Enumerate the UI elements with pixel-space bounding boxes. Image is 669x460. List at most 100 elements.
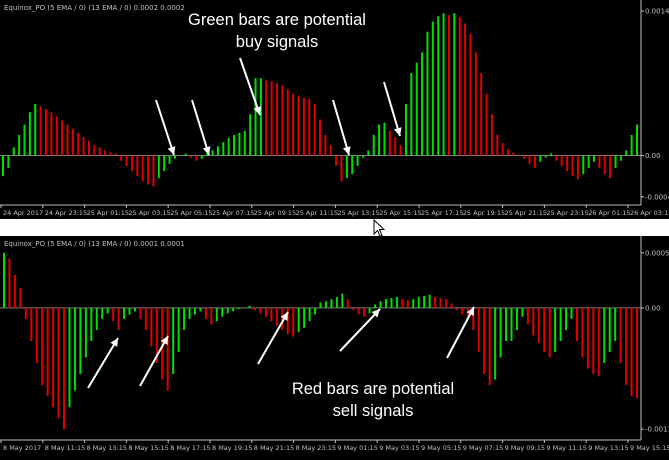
y-tick-label: 0.0014 <box>645 8 669 16</box>
histogram-bar <box>114 153 117 156</box>
histogram-bar <box>421 52 424 156</box>
histogram-bar <box>259 307 262 314</box>
y-tick-label: -0.0004 <box>645 193 669 201</box>
histogram-bar <box>565 307 568 330</box>
histogram-bar <box>57 307 60 419</box>
histogram-bar <box>30 307 33 341</box>
annotation-arrow <box>87 337 119 389</box>
histogram-bar <box>166 307 169 391</box>
indicator-label: Equinox_PO (5 EMA / 0) (13 EMA / 0) 0.00… <box>4 240 185 248</box>
histogram-bar <box>34 103 37 156</box>
histogram-bar <box>147 155 150 185</box>
histogram-bar <box>144 307 147 330</box>
histogram-bar <box>474 52 477 156</box>
histogram-bar <box>340 155 343 182</box>
histogram-bar <box>390 298 393 308</box>
x-tick-label: 25 Apr 23:15 <box>546 209 588 217</box>
histogram-bar <box>297 307 300 333</box>
histogram-bar <box>630 307 633 397</box>
x-tick-label: 8 May 17:15 <box>170 444 210 452</box>
histogram-bar <box>237 307 240 310</box>
histogram-bar <box>44 109 47 156</box>
histogram-bar <box>401 299 404 308</box>
histogram-bar <box>630 134 633 156</box>
annotation-text: Red bars are potential <box>292 380 454 398</box>
histogram-bar <box>46 307 49 397</box>
histogram-bar <box>211 150 214 156</box>
top-chart-panel: Equinox_PO (5 EMA / 0) (13 EMA / 0) 0.00… <box>0 0 669 219</box>
histogram-bar <box>77 132 80 156</box>
histogram-bar <box>52 307 55 408</box>
histogram-bar <box>378 124 381 156</box>
histogram-bar <box>345 155 348 179</box>
histogram-bar <box>346 299 349 308</box>
histogram-bar <box>222 142 225 156</box>
histogram-bar <box>466 307 469 319</box>
histogram-bar <box>200 155 203 159</box>
histogram-bar <box>101 307 104 319</box>
histogram-bar <box>439 298 442 308</box>
histogram-bar <box>12 147 15 156</box>
x-tick-label: 8 May 19:15 <box>212 444 252 452</box>
histogram-bar <box>93 145 96 156</box>
annotation-arrow <box>155 99 176 156</box>
histogram-bar <box>82 136 85 156</box>
histogram-bar <box>507 149 510 156</box>
y-tick-label: 0.00 <box>645 152 661 160</box>
histogram-bar <box>548 307 551 358</box>
histogram-bar <box>410 73 413 156</box>
histogram-bar <box>84 307 87 358</box>
histogram-bar <box>636 307 638 399</box>
histogram-bar <box>351 155 354 175</box>
histogram-bar <box>341 293 344 308</box>
histogram-bar <box>161 307 164 380</box>
histogram-bar <box>335 296 338 308</box>
histogram-bar <box>445 299 448 308</box>
histogram-bar <box>195 155 198 161</box>
annotation-arrow <box>339 308 381 352</box>
histogram-bar <box>184 153 187 156</box>
histogram-bar <box>461 307 464 315</box>
histogram-bar <box>412 299 415 308</box>
histogram-bar <box>308 307 311 322</box>
histogram-bar <box>453 13 456 156</box>
histogram-bar <box>442 13 445 156</box>
histogram-bar <box>417 296 420 308</box>
histogram-bar <box>614 307 617 341</box>
histogram-bar <box>248 305 251 308</box>
x-tick-label: 25 Apr 13:15 <box>337 209 379 217</box>
histogram-bar <box>533 155 536 168</box>
x-tick-label: 8 May 23:15 <box>296 444 336 452</box>
histogram-bar <box>394 136 397 156</box>
histogram-bar <box>384 299 387 308</box>
histogram-bar <box>232 307 235 312</box>
histogram-bar <box>455 307 458 311</box>
histogram-bar <box>133 307 136 312</box>
x-tick-label: 25 Apr 09:15 <box>254 209 296 217</box>
histogram-bar <box>117 307 120 330</box>
bottom-histogram-chart: Equinox_PO (5 EMA / 0) (13 EMA / 0) 0.00… <box>0 236 669 452</box>
x-tick-label: 8 May 15:15 <box>128 444 168 452</box>
histogram-bar <box>112 307 115 322</box>
histogram-bar <box>499 307 502 358</box>
histogram-bar <box>603 307 606 364</box>
histogram-bar <box>597 307 600 377</box>
histogram-bar <box>303 307 306 328</box>
histogram-bar <box>512 152 515 156</box>
histogram-bar <box>576 155 579 180</box>
histogram-bar <box>496 134 499 156</box>
histogram-bar <box>254 78 257 156</box>
histogram-bar <box>464 23 467 156</box>
histogram-bar <box>249 114 252 156</box>
histogram-bar <box>216 146 219 156</box>
histogram-bar <box>415 62 418 156</box>
x-tick-label: 25 Apr 21:15 <box>505 209 547 217</box>
histogram-bar <box>270 81 273 156</box>
histogram-bar <box>399 145 402 156</box>
histogram-bar <box>517 154 520 156</box>
x-tick-label: 8 May 13:15 <box>87 444 127 452</box>
histogram-bar <box>566 155 569 172</box>
annotation-arrow <box>383 81 402 137</box>
histogram-bar <box>570 307 573 319</box>
histogram-bar <box>313 103 316 156</box>
